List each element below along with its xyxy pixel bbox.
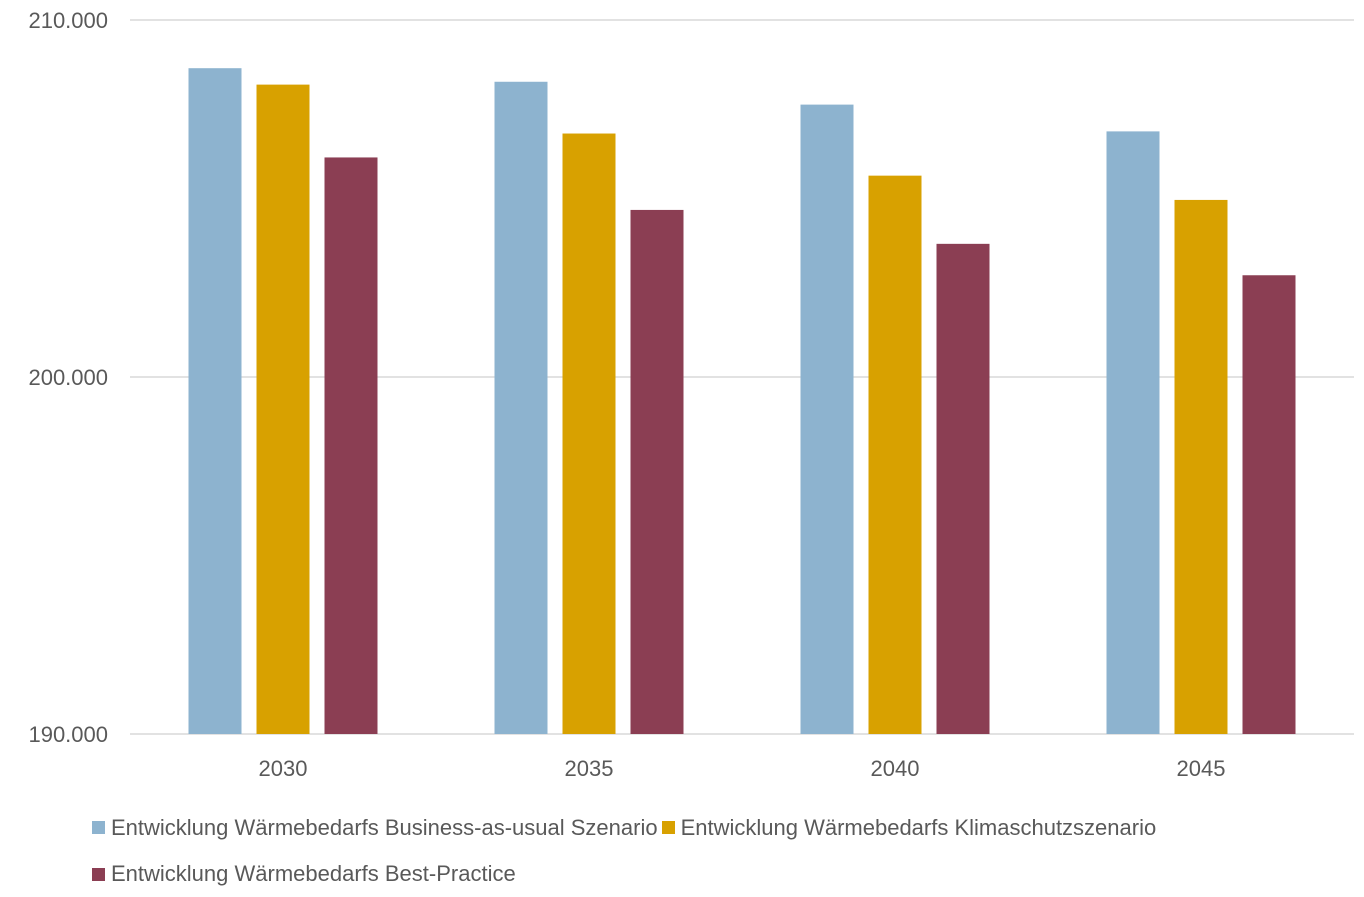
bar-2045-series-1	[1106, 131, 1160, 734]
gridlines	[130, 19, 1354, 735]
bar-2045-series-2	[1174, 199, 1228, 735]
y-axis-tick-labels: 190.000 200.000 210.000	[28, 8, 108, 747]
bar-2045-series-3	[1242, 275, 1296, 734]
legend-label: Entwicklung Wärmebedarfs Best-Practice	[111, 861, 516, 886]
bar-2035-series-1	[494, 81, 548, 735]
legend: Entwicklung Wärmebedarfs Business-as-usu…	[92, 804, 1342, 897]
bar-2040-series-2	[868, 175, 922, 735]
legend-swatch	[92, 867, 105, 881]
bar-2040-series-3	[936, 243, 990, 735]
bar-2035-series-2	[562, 133, 616, 734]
legend-item-1: Entwicklung Wärmebedarfs Business-as-usu…	[92, 805, 658, 851]
x-category-label: 2035	[565, 756, 614, 781]
x-category-label: 2040	[871, 756, 920, 781]
x-category-label: 2030	[259, 756, 308, 781]
legend-swatch	[661, 821, 675, 834]
y-tick-label: 190.000	[28, 722, 108, 747]
x-axis-category-labels: 2030 2035 2040 2045	[259, 756, 1226, 781]
bar-chart: 190.000 200.000 210.000 2030 2035 2040 2045	[28, 8, 1354, 781]
bar-2040-series-1	[800, 104, 854, 734]
bar-2035-series-3	[630, 209, 684, 734]
legend-item-3: Entwicklung Wärmebedarfs Best-Practice	[92, 851, 516, 897]
legend-label: Entwicklung Wärmebedarfs Klimaschutzszen…	[680, 814, 1157, 840]
legend-label: Entwicklung Wärmebedarfs Business-as-usu…	[111, 814, 658, 840]
bar-2030-series-3	[324, 157, 378, 734]
y-tick-label: 210.000	[28, 8, 108, 33]
bars	[188, 68, 1296, 735]
legend-swatch	[92, 821, 105, 834]
x-category-label: 2045	[1177, 756, 1226, 781]
y-tick-label: 200.000	[28, 365, 108, 390]
bar-2030-series-1	[188, 68, 242, 734]
legend-item-2: Entwicklung Wärmebedarfs Klimaschutzszen…	[661, 805, 1157, 851]
bar-2030-series-2	[256, 84, 310, 734]
